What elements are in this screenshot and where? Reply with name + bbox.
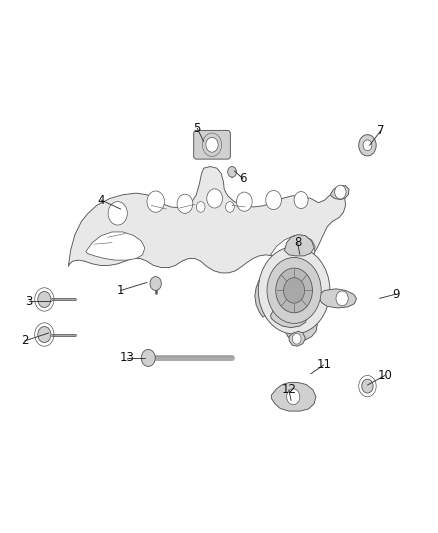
Circle shape (267, 257, 321, 324)
Text: 11: 11 (316, 358, 331, 372)
Polygon shape (68, 166, 346, 273)
Text: 10: 10 (378, 369, 392, 382)
Text: 13: 13 (120, 351, 135, 365)
Circle shape (292, 334, 301, 344)
Polygon shape (330, 185, 349, 199)
Circle shape (147, 191, 164, 212)
Circle shape (287, 389, 300, 405)
Circle shape (226, 201, 234, 212)
Polygon shape (86, 232, 145, 260)
Text: 8: 8 (294, 236, 301, 249)
Circle shape (108, 201, 127, 225)
Text: 12: 12 (281, 383, 297, 397)
Polygon shape (255, 248, 325, 341)
Circle shape (284, 278, 304, 303)
Polygon shape (271, 236, 315, 259)
Polygon shape (271, 305, 307, 328)
Polygon shape (285, 235, 314, 256)
Circle shape (335, 185, 346, 199)
Polygon shape (289, 332, 305, 346)
Circle shape (196, 201, 205, 212)
Circle shape (207, 189, 223, 208)
Circle shape (38, 292, 51, 308)
Circle shape (276, 268, 312, 313)
Circle shape (141, 350, 155, 367)
Circle shape (363, 140, 372, 151)
Text: 1: 1 (117, 284, 124, 297)
Polygon shape (272, 382, 316, 411)
Text: 9: 9 (392, 288, 399, 301)
Circle shape (359, 135, 376, 156)
Circle shape (206, 138, 218, 152)
Text: 7: 7 (377, 124, 384, 138)
FancyBboxPatch shape (194, 131, 230, 159)
Text: 5: 5 (194, 122, 201, 135)
Text: 6: 6 (239, 172, 247, 185)
Circle shape (177, 194, 193, 213)
Polygon shape (319, 289, 357, 308)
Circle shape (258, 247, 330, 334)
Circle shape (237, 192, 252, 211)
Text: 3: 3 (25, 295, 33, 308)
Circle shape (362, 379, 373, 393)
Text: 4: 4 (97, 193, 105, 207)
Circle shape (38, 327, 51, 343)
Circle shape (336, 291, 348, 306)
Circle shape (266, 190, 282, 209)
Circle shape (150, 277, 161, 290)
Circle shape (228, 166, 237, 177)
Text: 2: 2 (21, 334, 28, 348)
Circle shape (294, 191, 308, 208)
